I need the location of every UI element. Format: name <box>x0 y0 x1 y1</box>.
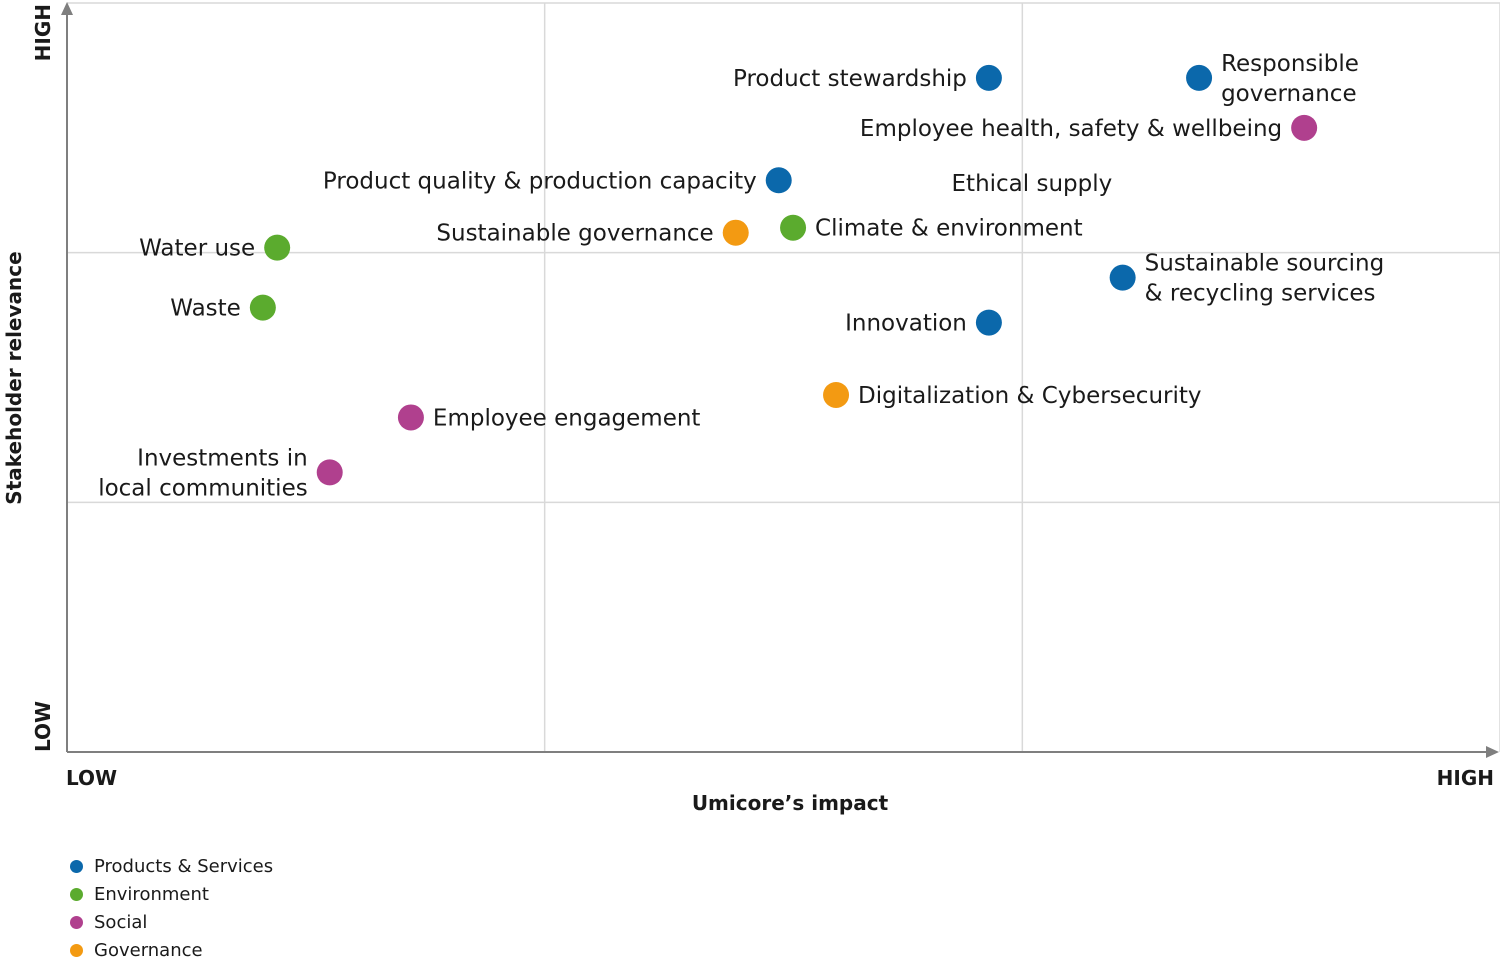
point-sustainable-governance <box>722 219 749 246</box>
axes <box>61 2 1499 758</box>
legend-label: Social <box>94 911 148 933</box>
y-axis-arrow-icon <box>61 2 73 15</box>
point-employee-engagement <box>397 404 424 431</box>
point-innovation <box>975 309 1002 336</box>
point-label-innovation: Innovation <box>845 311 967 337</box>
legend-label: Governance <box>94 939 203 961</box>
x-axis-high-label: HIGH <box>1437 766 1494 790</box>
point-label-employee-engagement: Employee engagement <box>433 405 701 431</box>
legend-item-products-and-services: Products & Services <box>70 852 273 880</box>
point-label-sustainable-governance: Sustainable governance <box>436 221 713 247</box>
point-responsible-governance <box>1186 64 1213 91</box>
y-axis-low-label: LOW <box>31 701 55 752</box>
point-label-climate-and-environment: Climate & environment <box>815 216 1083 242</box>
legend-swatch-icon <box>70 915 83 929</box>
point-product-quality-and-production-capacity <box>765 167 792 194</box>
point-label-responsible-governance: Responsible governance <box>1221 51 1359 107</box>
data-points <box>249 64 1318 486</box>
legend-swatch-icon <box>70 859 83 873</box>
point-label-sustainable-sourcing-and-recycling-services: Sustainable sourcing & recycling services <box>1145 251 1385 307</box>
point-label-employee-health-safety-and-wellbeing: Employee health, safety & wellbeing <box>860 116 1282 142</box>
chart-legend: Products & Services Environment Social Gove… <box>70 852 273 964</box>
point-sustainable-sourcing-and-recycling-services <box>1109 264 1136 291</box>
x-axis-title: Umicore’s impact <box>692 791 889 815</box>
point-label-waste: Waste <box>170 296 241 322</box>
x-axis-arrow-icon <box>1486 746 1499 758</box>
point-waste <box>249 294 276 321</box>
point-label-water-use: Water use <box>139 236 255 262</box>
annotation-ethical-supply: Ethical supply <box>952 171 1113 197</box>
point-employee-health-safety-and-wellbeing <box>1291 114 1318 141</box>
point-label-digitalization-and-cybersecurity: Digitalization & Cybersecurity <box>858 383 1201 409</box>
point-water-use <box>264 234 291 261</box>
point-label-product-quality-and-production-capacity: Product quality & production capacity <box>323 168 757 194</box>
x-axis-low-label: LOW <box>66 766 117 790</box>
legend-swatch-icon <box>70 943 83 957</box>
legend-item-governance: Governance <box>70 936 273 964</box>
data-labels: Product stewardship Responsible governance… <box>98 51 1384 501</box>
point-digitalization-and-cybersecurity <box>823 381 850 408</box>
axis-text: LOW HIGH Umicore’s impact LOW HIGH Stake… <box>2 4 1494 815</box>
y-axis-high-label: HIGH <box>31 4 55 61</box>
grid <box>67 2 1500 752</box>
legend-label: Environment <box>94 883 209 905</box>
point-label-product-stewardship: Product stewardship <box>733 66 967 92</box>
point-label-investments-in-local-communities: Investments in local communities <box>98 445 308 501</box>
legend-swatch-icon <box>70 887 83 901</box>
legend-item-environment: Environment <box>70 880 273 908</box>
point-product-stewardship <box>975 64 1002 91</box>
point-investments-in-local-communities <box>316 459 343 486</box>
legend-item-social: Social <box>70 908 273 936</box>
y-axis-title: Stakeholder relevance <box>2 251 26 504</box>
point-climate-and-environment <box>780 214 807 241</box>
legend-label: Products & Services <box>94 855 274 877</box>
